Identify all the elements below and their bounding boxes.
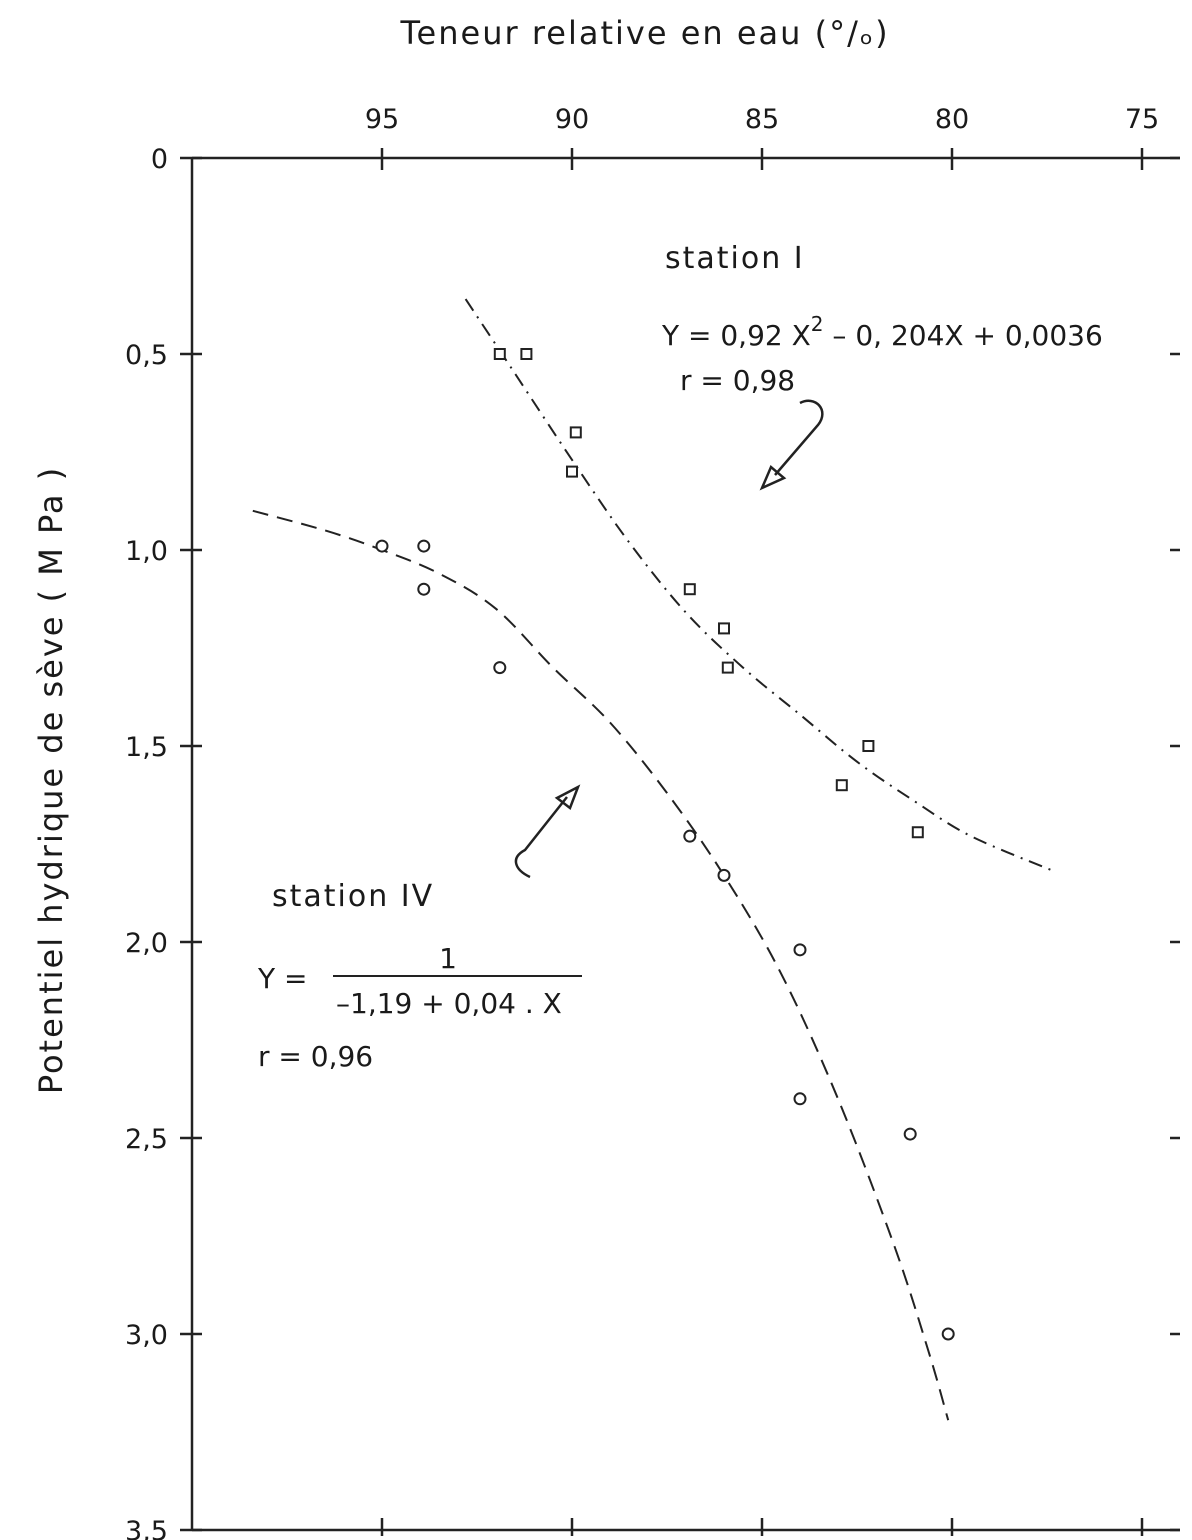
y-axis-title: Potentiel hydrique de sève ( M Pa ) — [32, 466, 70, 1094]
y-tick-label: 0,5 — [125, 340, 168, 371]
station-1-point — [566, 465, 578, 478]
station-1-point — [493, 348, 506, 360]
station-4-point — [793, 1092, 807, 1106]
station-1-label: station I — [665, 241, 805, 276]
y-tick-label: 3,0 — [125, 1320, 168, 1351]
y-tick-label: 2,5 — [125, 1124, 168, 1155]
station-1-r-value: r = 0,98 — [680, 364, 795, 397]
chart-axes — [190, 156, 1180, 1532]
y-tick-label: 1,0 — [125, 536, 168, 567]
y-tick-label: 1,5 — [125, 732, 168, 763]
station-4-r-value: r = 0,96 — [258, 1040, 373, 1073]
tick-marks — [180, 148, 1180, 1536]
data-points — [375, 348, 955, 1341]
station-4-denominator: –1,19 + 0,04 . X — [336, 987, 562, 1020]
station-1-point — [569, 426, 582, 439]
x-tick-label: 95 — [365, 104, 399, 135]
x-tick-label: 75 — [1125, 104, 1159, 135]
station-4-point — [417, 539, 431, 553]
station-1-point — [911, 826, 924, 839]
station-4-fit-curve — [252, 509, 950, 1421]
station-4-arrowhead — [554, 784, 581, 811]
station-1-point — [862, 740, 875, 752]
station-4-numerator: 1 — [439, 942, 457, 975]
station-1-point — [835, 779, 848, 792]
x-axis-title: Teneur relative en eau (°/ₒ) — [399, 14, 889, 52]
x-tick-label: 80 — [935, 104, 969, 135]
station-1-arrowhead — [759, 464, 787, 491]
station-4-point — [941, 1327, 955, 1341]
station-4-point — [903, 1127, 917, 1141]
station-4-point — [417, 582, 431, 596]
station-1-point — [520, 348, 533, 360]
station-1-point — [721, 661, 734, 674]
station-1-pointer-arrow — [774, 399, 824, 476]
x-tick-label: 85 — [745, 104, 779, 135]
station-4-annotation: station IV Y = 1 –1,19 + 0,04 . X r = 0,… — [257, 784, 582, 1073]
station-1-equation-part: Y = 0,92 X — [661, 319, 811, 352]
station-1-equation-rest: – 0, 204X + 0,0036 — [824, 319, 1103, 352]
station-4-label: station IV — [272, 879, 434, 914]
station-4-point — [375, 539, 389, 553]
station-1-point — [683, 583, 696, 596]
station-1-annotation: station I Y = 0,92 X2 – 0, 204X + 0,0036… — [661, 241, 1103, 491]
station-4-pointer-arrow — [514, 796, 568, 879]
station-4-point — [793, 943, 807, 957]
station-1-equation: Y = 0,92 X2 – 0, 204X + 0,0036 — [661, 312, 1103, 352]
y-tick-label: 0 — [151, 144, 168, 175]
fit-curves — [252, 298, 1055, 1421]
station-4-equation-prefix: Y = — [257, 962, 307, 995]
station-4-point — [493, 661, 507, 675]
station-1-exponent: 2 — [811, 312, 824, 336]
y-tick-label: 2,0 — [125, 928, 168, 959]
station-1-point — [718, 622, 730, 635]
station-1-fit-curve — [464, 298, 1055, 873]
station-4-point — [717, 868, 731, 882]
tick-labels: 95 90 85 80 75 0 0,5 1,0 1,5 2,0 2,5 3,0 3,5 — [125, 104, 1159, 1540]
y-tick-label: 3,5 — [125, 1516, 168, 1540]
station-4-point — [683, 829, 697, 843]
x-tick-label: 90 — [555, 104, 589, 135]
